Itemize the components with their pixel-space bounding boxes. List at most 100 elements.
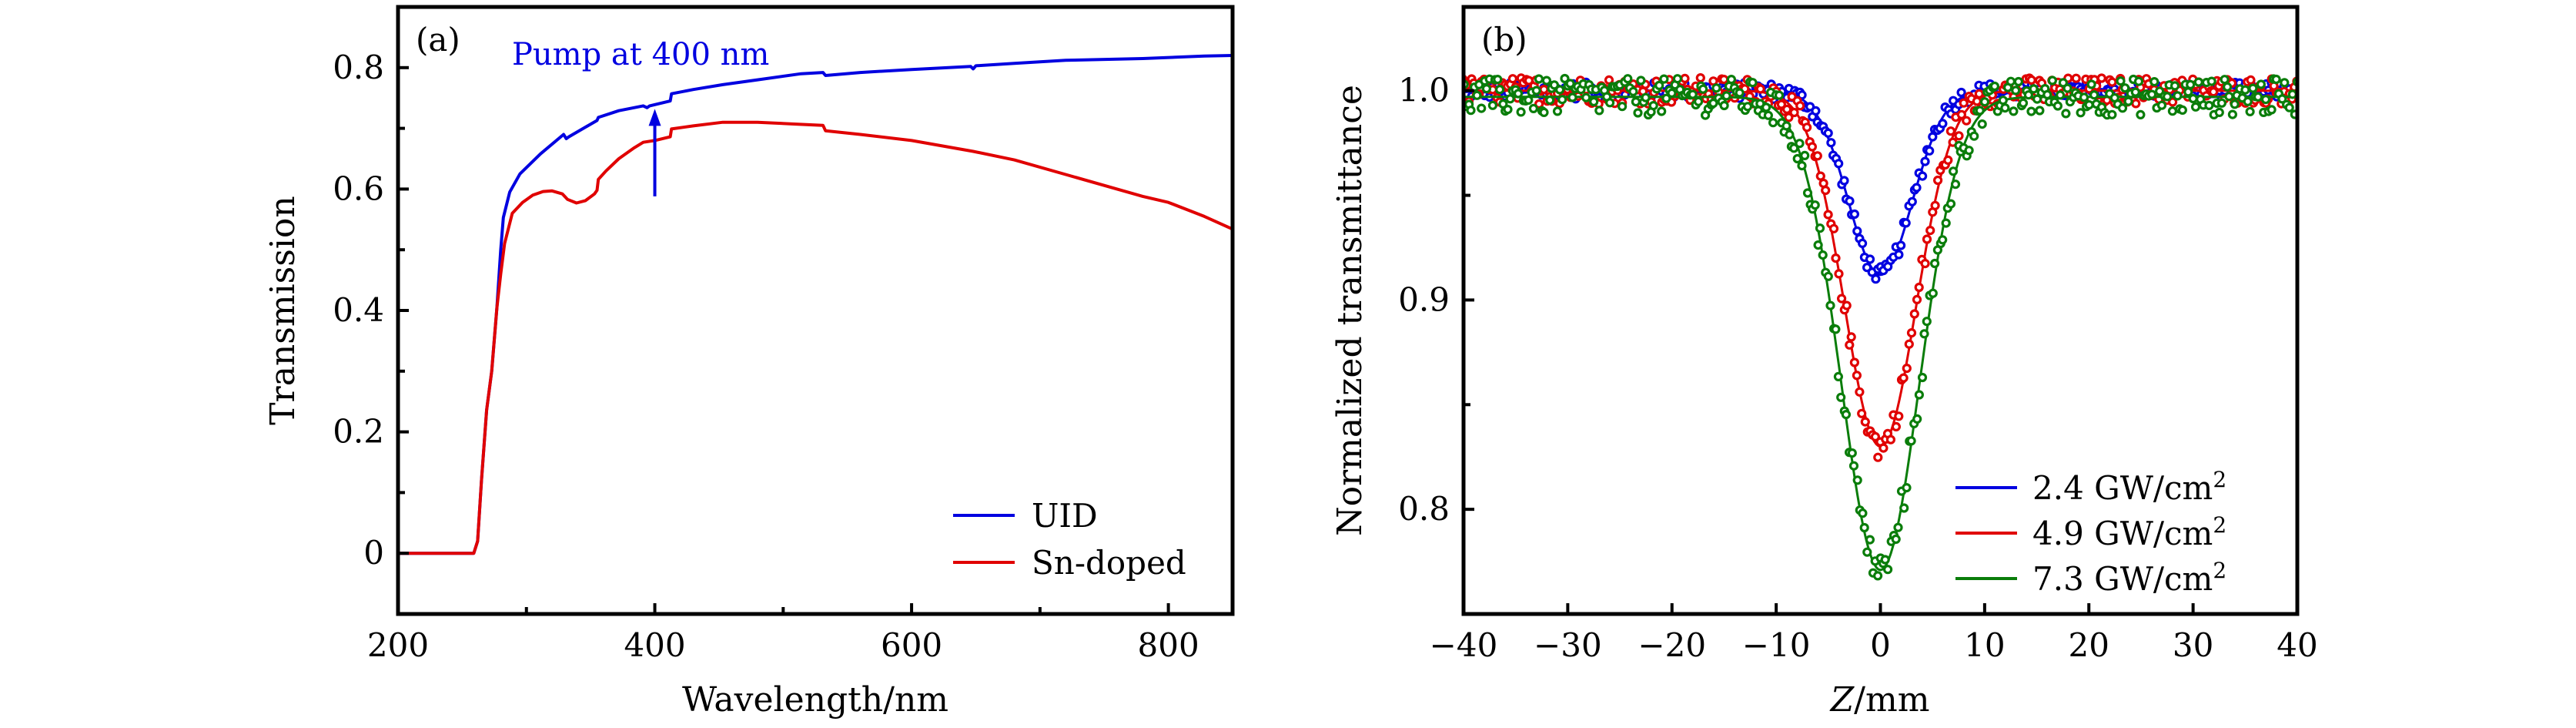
data-point [1539,84,1549,95]
fit-line-2-4 [1465,89,2296,277]
data-point [1914,282,1924,293]
data-point [2163,92,2173,102]
data-point [1885,434,1895,445]
data-point [1541,75,1552,86]
data-point [1481,83,1492,94]
data-point [2000,103,2010,113]
data-point [1594,106,1604,116]
data-point [2224,92,2234,102]
data-point [1680,73,1690,84]
data-point [2204,100,2214,110]
data-point [1466,106,1476,116]
data-point [2131,99,2141,109]
data-point [1917,372,1928,383]
data-point [1557,95,1567,105]
data-point [2018,98,2029,108]
data-point [2290,109,2296,119]
data-point [1494,85,1505,95]
data-point [1930,258,1940,269]
data-point [1845,196,1855,206]
pump-annotation: Pump at 400 nm [512,37,769,196]
data-point [1959,98,1969,108]
panel-a-x-axis-label: Wavelength/nm [682,680,948,720]
data-point [1847,448,1857,458]
y-tick-label: 0.6 [333,169,384,207]
data-point [1865,254,1875,264]
data-point [1802,188,1813,198]
data-point [1802,122,1812,133]
data-point [1589,96,1599,107]
series-line-sn-doped [398,120,1233,555]
legend-label-2-4-main: 2.4 GW/cm [2032,469,2213,507]
data-point [1941,218,1951,228]
data-point [1906,328,1917,338]
data-point [2023,90,2033,100]
data-point [1807,142,1817,152]
data-point [1618,102,1628,112]
data-point [1899,503,1909,513]
data-point [1503,105,1513,115]
data-point [1761,102,1771,112]
legend-label-4-9-sup: 2 [2213,512,2226,538]
legend-label-uid: UID [1032,497,1098,535]
data-point [1823,210,1833,220]
data-point [1975,106,1985,116]
data-point [1883,565,1893,575]
data-point [1837,294,1847,304]
data-point [2047,75,2057,86]
x-tick-label: −40 [1430,626,1498,664]
data-point [1534,74,1544,84]
data-point [2116,76,2126,86]
data-point [1928,288,1938,298]
data-point [1855,387,1865,397]
y-tick-label: 0 [363,534,384,572]
data-point [2013,76,2023,87]
panel-a-ticks: 200 400 600 800 0 0.2 0.4 0.6 0.8 [333,49,1199,664]
data-point [1768,118,1778,128]
data-point [1641,92,1651,102]
data-point [1539,107,1549,117]
data-point [1950,179,1961,190]
data-point [1945,199,1956,209]
data-point [2173,91,2183,101]
data-point [1797,161,1807,171]
data-point [2011,86,2021,96]
data-point [1782,104,1792,114]
data-point [2096,73,2106,83]
data-point [2167,106,2177,116]
data-point [1763,110,1773,120]
data-point [1902,364,1912,374]
data-point [1842,300,1852,310]
data-point [1826,138,1836,148]
data-point [1513,89,1524,99]
data-point [1667,88,1677,99]
data-point [1623,74,1633,84]
data-point [1878,443,1889,453]
data-point [2177,105,2187,115]
data-point [1834,159,1844,169]
x-axis-label-variable: Z [1829,680,1855,720]
data-point [1721,91,1731,101]
data-point [1813,240,1823,250]
data-point [1894,250,1904,260]
data-point [1812,151,1822,161]
data-point [1755,84,1765,94]
data-point [2107,109,2117,119]
data-point [1726,74,1736,85]
data-point [1849,357,1859,367]
data-point [1873,452,1883,462]
data-point [1954,131,1964,141]
data-point [1956,109,1966,119]
data-point [1914,390,1924,400]
data-point [1848,461,1859,471]
data-point [2271,74,2281,85]
data-point [1477,103,1487,113]
data-point [2209,87,2219,97]
data-point [1560,73,1570,84]
data-point [1545,95,1555,106]
data-point [1659,74,1669,84]
data-point [2032,94,2042,104]
data-point [1849,209,1859,220]
data-point [1531,86,1541,96]
data-point [2133,76,2144,86]
